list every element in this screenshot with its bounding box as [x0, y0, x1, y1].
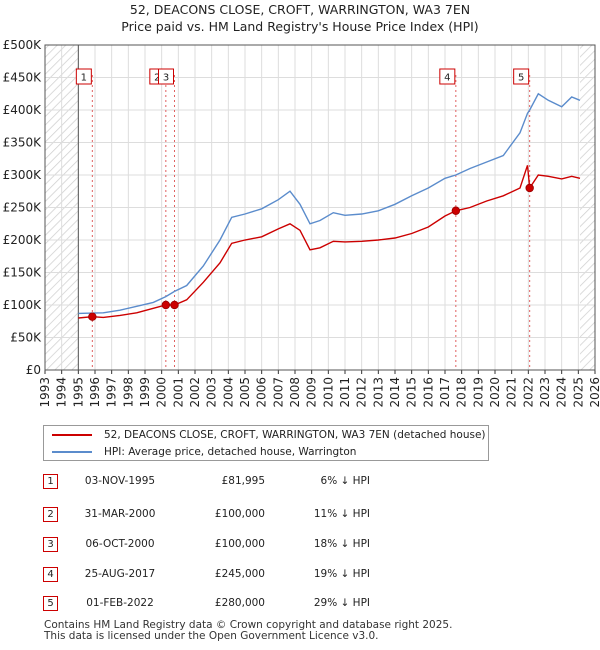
x-tick-label: 2013 — [371, 377, 385, 408]
y-tick-label: £250K — [3, 201, 43, 215]
x-tick-label: 2001 — [171, 377, 185, 408]
table-row: 4 25-AUG-2017 £245,000 19% ↓ HPI — [0, 567, 600, 587]
transaction-date: 01-FEB-2022 — [86, 597, 154, 609]
table-row: 3 06-OCT-2000 £100,000 18% ↓ HPI — [0, 537, 600, 557]
transaction-price: £100,000 — [214, 538, 265, 550]
legend: 52, DEACONS CLOSE, CROFT, WARRINGTON, WA… — [43, 425, 489, 461]
footer-licence: This data is licensed under the Open Gov… — [44, 630, 379, 642]
transaction-date: 31-MAR-2000 — [84, 508, 156, 520]
plot-frame — [44, 44, 596, 371]
transaction-hpi: 19% ↓ HPI — [313, 568, 370, 580]
x-tick-label: 2003 — [205, 377, 219, 408]
x-tick-label: 2004 — [221, 377, 235, 408]
y-tick-label: £300K — [3, 168, 43, 182]
legend-label-property: 52, DEACONS CLOSE, CROFT, WARRINGTON, WA… — [104, 429, 486, 441]
price-chart: 52, DEACONS CLOSE, CROFT, WARRINGTON, WA… — [3, 2, 600, 408]
transaction-hpi: 6% ↓ HPI — [320, 475, 370, 487]
transaction-price: £280,000 — [214, 597, 265, 609]
x-tick-label: 2021 — [505, 377, 519, 408]
transaction-date: 25-AUG-2017 — [84, 568, 156, 580]
y-tick-label: £350K — [3, 136, 43, 150]
footer: Contains HM Land Registry data © Crown c… — [44, 620, 452, 642]
sale-badge-box — [439, 68, 456, 85]
sale-badge-label: 5 — [518, 73, 524, 84]
x-tick-label: 1995 — [71, 377, 85, 408]
transaction-price: £81,995 — [221, 475, 265, 487]
transaction-hpi: 18% ↓ HPI — [313, 538, 370, 550]
x-tick-label: 2008 — [288, 377, 302, 408]
legend-swatch-blue — [52, 451, 92, 453]
x-tick-label: 1993 — [38, 377, 52, 408]
transaction-date: 03-NOV-1995 — [84, 475, 156, 487]
sale-badge-box — [75, 68, 92, 85]
x-tick-label: 2009 — [305, 377, 319, 408]
sale-badge-box — [513, 68, 530, 85]
transaction-badge: 3 — [43, 537, 58, 552]
x-tick-label: 2026 — [588, 377, 600, 408]
sale-badge-label: 1 — [81, 73, 87, 84]
x-tick-label: 2018 — [455, 377, 469, 408]
x-tick-label: 1996 — [88, 377, 102, 408]
x-tick-label: 2023 — [538, 377, 552, 408]
sale-point — [88, 312, 97, 321]
y-tick-label: £450K — [3, 71, 43, 85]
sale-point — [451, 206, 461, 215]
legend-swatch-red — [52, 434, 92, 436]
table-row: 1 03-NOV-1995 £81,995 6% ↓ HPI — [0, 474, 600, 494]
y-tick-label: £50K — [10, 331, 42, 345]
chart-title: 52, DEACONS CLOSE, CROFT, WARRINGTON, WA… — [130, 2, 470, 17]
table-row: 2 31-MAR-2000 £100,000 11% ↓ HPI — [0, 507, 600, 527]
x-tick-label: 2000 — [155, 377, 169, 408]
footer-copyright: Contains HM Land Registry data © Crown c… — [44, 619, 453, 631]
y-tick-label: £150K — [3, 266, 43, 280]
sale-point — [525, 183, 534, 193]
sale-badge-label: 4 — [444, 73, 450, 84]
x-tick-label: 1994 — [55, 377, 69, 408]
legend-item-property: 52, DEACONS CLOSE, CROFT, WARRINGTON, WA… — [52, 426, 486, 444]
transaction-hpi: 11% ↓ HPI — [313, 508, 370, 520]
x-tick-label: 2002 — [188, 377, 202, 408]
x-tick-label: 2014 — [388, 377, 402, 408]
transaction-badge: 4 — [43, 567, 58, 582]
transaction-price: £100,000 — [214, 508, 265, 520]
y-tick-label: £100K — [3, 298, 43, 312]
x-tick-label: 1999 — [138, 377, 152, 408]
x-tick-label: 2011 — [338, 377, 352, 408]
x-tick-label: 2006 — [255, 377, 269, 408]
x-tick-label: 2016 — [421, 377, 435, 408]
x-tick-label: 2007 — [271, 377, 285, 408]
x-tick-label: 1998 — [121, 377, 135, 408]
y-tick-label: £200K — [3, 233, 43, 247]
x-tick-label: 2015 — [405, 377, 419, 408]
transaction-hpi: 29% ↓ HPI — [313, 597, 370, 609]
chart-subtitle: Price paid vs. HM Land Registry's House … — [121, 19, 478, 34]
sale-badge-label: 2 — [154, 73, 160, 84]
x-tick-label: 2025 — [571, 377, 585, 408]
x-tick-label: 2024 — [555, 377, 569, 408]
sale-point — [170, 300, 179, 310]
x-tick-label: 2005 — [238, 377, 252, 408]
sale-point — [161, 300, 171, 310]
sale-badge-box — [158, 68, 174, 85]
x-tick-label: 2019 — [471, 377, 485, 408]
x-tick-label: 2010 — [321, 377, 335, 408]
x-tick-label: 2022 — [521, 377, 535, 408]
transaction-price: £245,000 — [214, 568, 265, 580]
y-tick-label: £500K — [3, 38, 43, 52]
x-tick-label: 2017 — [438, 377, 452, 408]
y-tick-label: £0 — [26, 363, 41, 377]
sale-badge-label: 3 — [163, 73, 169, 84]
x-tick-label: 2020 — [488, 377, 502, 408]
transaction-badge: 1 — [43, 474, 58, 489]
transaction-badge: 2 — [43, 507, 58, 522]
legend-label-hpi: HPI: Average price, detached house, Warr… — [104, 446, 357, 458]
x-tick-label: 1997 — [105, 377, 119, 408]
transaction-date: 06-OCT-2000 — [85, 538, 155, 550]
x-tick-label: 2012 — [355, 377, 369, 408]
series-hpi-line — [78, 92, 581, 315]
transaction-badge: 5 — [43, 596, 58, 611]
legend-item-hpi: HPI: Average price, detached house, Warr… — [52, 443, 356, 461]
table-row: 5 01-FEB-2022 £280,000 29% ↓ HPI — [0, 596, 600, 616]
y-tick-label: £400K — [3, 103, 43, 117]
